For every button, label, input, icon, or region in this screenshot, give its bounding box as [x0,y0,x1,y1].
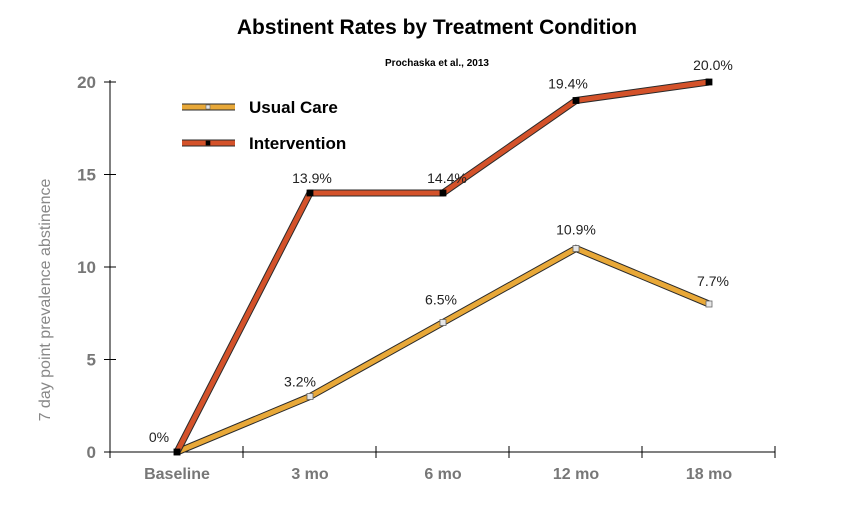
y-axis-label: 7 day point prevalence abstinence [37,178,54,421]
chart-title: Abstinent Rates by Treatment Condition [237,16,637,39]
x-tick-label: Baseline [144,466,210,483]
chart-subtitle: Prochaska et al., 2013 [385,58,489,69]
legend-marker [205,104,211,110]
series-markers [173,78,713,456]
y-tick-label: 15 [77,166,96,185]
intervention-point [173,448,181,456]
intervention-point [306,189,314,197]
data-labels: 0% 3.2% 6.5% 10.9% 7.7% 13.9% 14.4% 19.4% 20.0% [149,57,733,445]
y-ticks: 0 5 10 15 20 [77,73,116,462]
x-ticks: Baseline 3 mo 6 mo 12 mo 18 mo [109,446,776,483]
intervention-point [572,97,580,104]
intervention-data-label: 19.4% [548,76,588,92]
intervention-point [439,189,447,197]
intervention-data-label: 14.4% [427,170,467,186]
y-tick-label: 10 [77,258,96,277]
y-tick-label: 5 [87,351,96,370]
legend-label: Intervention [249,134,346,153]
usual-care-data-label: 10.9% [556,222,596,238]
x-tick-label: 6 mo [424,466,462,483]
x-tick-label: 18 mo [686,466,732,483]
intervention-point [705,78,713,86]
legend: Usual Care Intervention [182,98,346,153]
axes [109,80,775,453]
usual-care-data-label: 0% [149,429,169,445]
legend-label: Usual Care [249,98,338,117]
usual-care-data-label: 3.2% [284,374,316,390]
x-tick-label: 12 mo [553,466,599,483]
legend-marker [205,140,211,146]
y-tick-label: 20 [77,73,96,92]
intervention-data-label: 20.0% [693,57,733,73]
usual-care-point [572,245,580,252]
usual-care-data-label: 6.5% [425,292,457,308]
usual-care-data-label: 7.7% [697,273,729,289]
usual-care-point [705,300,713,308]
series-outline-usual-care [175,244,711,456]
y-tick-label: 0 [87,443,96,462]
intervention-data-label: 13.9% [292,170,332,186]
x-tick-label: 3 mo [291,466,329,483]
usual-care-point [306,393,314,400]
usual-care-point [439,319,447,326]
